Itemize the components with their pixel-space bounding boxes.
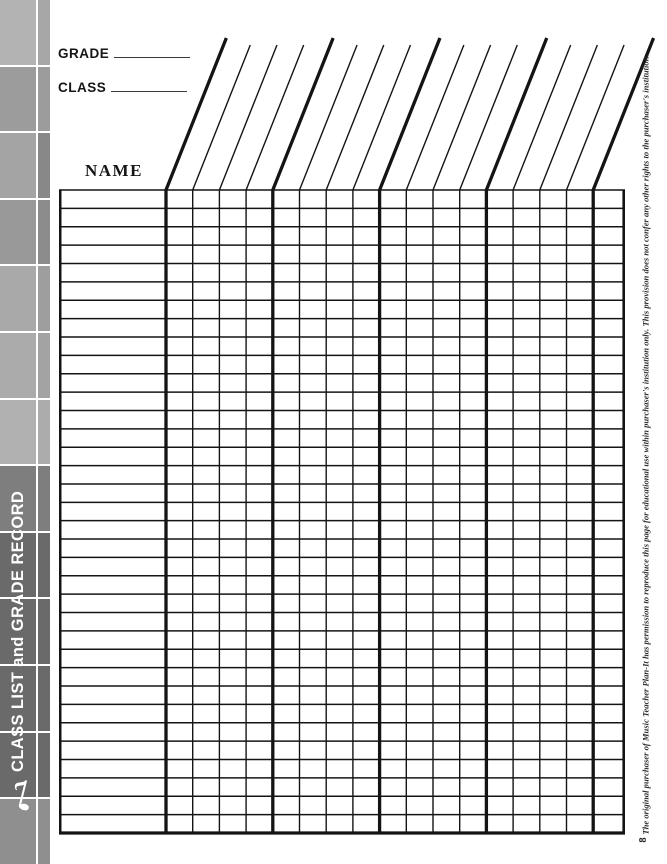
- sidebar-tile: [38, 0, 50, 65]
- sidebar-tile: [38, 66, 50, 132]
- class-label: CLASS: [58, 80, 107, 95]
- sidebar-tile: [0, 0, 36, 65]
- sidebar-tile: [0, 732, 36, 798]
- sidebar-tile: [38, 133, 50, 198]
- sidebar-tile: [0, 266, 36, 332]
- sidebar-tile: [38, 599, 50, 665]
- sidebar-tile: [0, 799, 36, 864]
- copyright-note: The original purchaser of Music Teacher …: [640, 54, 651, 835]
- sidebar-tile: [0, 66, 36, 132]
- sidebar-tile: [38, 199, 50, 265]
- sidebar-tile: [38, 333, 50, 398]
- sidebar-tile: [0, 333, 36, 398]
- sidebar-tile-column: [0, 0, 36, 864]
- sidebar-title: CLASS LIST and GRADE RECORD: [9, 490, 27, 772]
- grade-grid: [59, 37, 656, 835]
- class-blank-line: [111, 80, 188, 92]
- sidebar-tile: [38, 666, 50, 731]
- sidebar-tile: [0, 532, 36, 598]
- grade-blank-line: [114, 46, 191, 58]
- grade-field: GRADE: [58, 46, 191, 61]
- sidebar-tile: [0, 466, 36, 531]
- sidebar-tile: [38, 399, 50, 465]
- sidebar-tile: [38, 266, 50, 332]
- sidebar-tile-column: [38, 0, 50, 864]
- sidebar-tile: [0, 133, 36, 198]
- grade-label: GRADE: [58, 46, 110, 61]
- name-column-label: NAME: [85, 161, 143, 180]
- sidebar-tile: [0, 599, 36, 665]
- sidebar-tile: [38, 799, 50, 864]
- sidebar: CLASS LIST and GRADE RECORD ♪: [0, 0, 50, 864]
- sidebar-tile: [0, 199, 36, 265]
- sidebar-tile: [38, 732, 50, 798]
- sidebar-tile: [38, 532, 50, 598]
- sidebar-tile: [38, 466, 50, 531]
- sidebar-tile: [0, 399, 36, 465]
- class-field: CLASS: [58, 80, 188, 95]
- sidebar-tile: [0, 666, 36, 731]
- page-number: 8: [638, 837, 649, 843]
